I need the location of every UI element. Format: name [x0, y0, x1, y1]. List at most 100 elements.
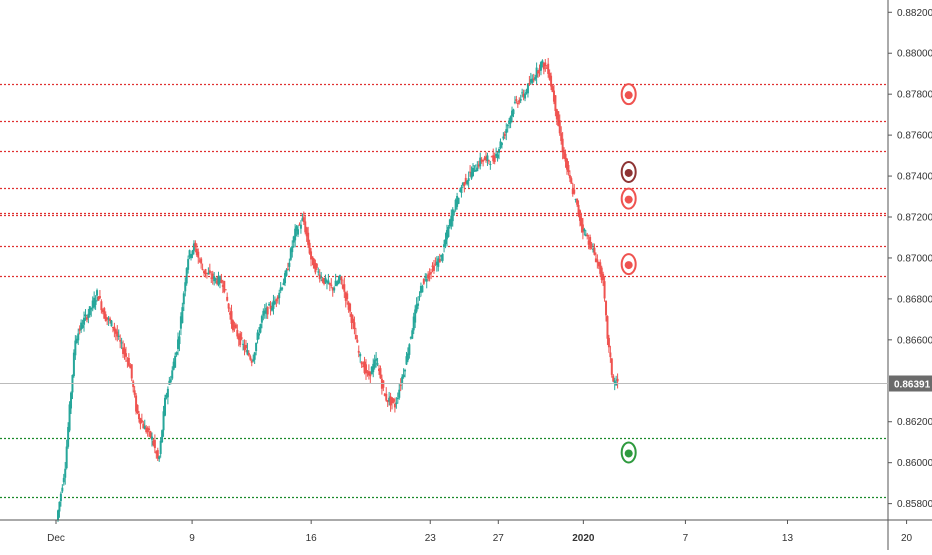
candle-body — [269, 305, 272, 309]
candle-body — [483, 157, 486, 161]
candle-body — [265, 307, 268, 314]
candle-body — [278, 292, 281, 299]
candle-body — [467, 178, 470, 182]
time-axis[interactable]: Dec 9 16 23 27 2020 7 13 20 — [47, 520, 913, 544]
candle-body — [129, 365, 132, 369]
candle-body — [399, 384, 402, 386]
candle-body — [220, 279, 223, 283]
candle-body — [584, 234, 587, 237]
candle-body — [333, 287, 336, 291]
candle-body — [149, 431, 152, 438]
candle-body — [443, 244, 446, 247]
candle-body — [217, 276, 220, 285]
candle-body — [539, 62, 542, 71]
candle-body — [386, 400, 389, 403]
candle-body — [359, 353, 362, 357]
candle-body — [80, 322, 83, 330]
candle-body — [469, 171, 472, 173]
candle-body — [428, 273, 431, 275]
candle-body — [610, 358, 613, 375]
current-price-label: 0.86391 — [894, 380, 931, 391]
candle-body — [98, 296, 101, 299]
candle-body — [561, 138, 564, 153]
candle-body — [506, 125, 509, 127]
candle-body — [244, 344, 247, 349]
current-price-badge — [889, 375, 932, 392]
candle-body — [463, 182, 466, 187]
candle-body — [100, 301, 103, 311]
candle-body — [529, 79, 532, 83]
candle-body — [88, 306, 91, 316]
candle-body — [218, 277, 221, 283]
candle-body — [328, 282, 331, 285]
signal-marker-dot — [624, 261, 633, 270]
candle-body — [72, 352, 75, 377]
candle-body — [133, 390, 136, 395]
candle-body — [197, 251, 200, 258]
candle-body — [360, 362, 363, 365]
candle-body — [203, 270, 206, 274]
price-tick-label: 0.88200 — [897, 8, 932, 19]
price-axis[interactable]: 0.88200 0.88000 0.87800 0.87600 0.87400 0.872… — [888, 8, 932, 510]
candle-body — [336, 282, 339, 286]
candle-body — [548, 72, 551, 80]
price-tick-label: 0.87000 — [897, 253, 932, 264]
price-tick-label: 0.87800 — [897, 90, 932, 101]
candle-body — [343, 284, 346, 292]
candle-body — [362, 366, 365, 368]
time-tick-label: 2020 — [572, 533, 595, 544]
candle-body — [392, 399, 395, 402]
candle-body — [250, 360, 253, 363]
candle-body — [421, 285, 424, 293]
candle-body — [107, 318, 110, 320]
candle-body — [123, 348, 126, 355]
candle-body — [473, 165, 476, 167]
candle-body — [171, 370, 174, 379]
candle-body — [75, 338, 78, 343]
candle-body — [320, 276, 323, 278]
candle-body — [437, 258, 440, 267]
candle-body — [83, 317, 86, 325]
candle-body — [341, 284, 344, 289]
candle-body — [304, 221, 307, 233]
time-tick-label: 13 — [782, 533, 794, 544]
price-tick-label: 0.86800 — [897, 294, 932, 305]
candle-body — [179, 316, 182, 329]
candle-body — [363, 361, 366, 373]
candle-body — [427, 274, 430, 279]
candle-body — [109, 318, 112, 322]
candle-body — [404, 369, 407, 372]
candle-body — [78, 328, 81, 331]
candle-body — [535, 67, 538, 78]
candle-body — [216, 280, 219, 284]
candle-body — [444, 239, 447, 245]
candle-body — [532, 78, 535, 81]
price-tick-label: 0.87200 — [897, 213, 932, 224]
candle-body — [291, 246, 294, 253]
candle-body — [317, 271, 320, 273]
candle-body — [492, 155, 495, 162]
signal-marker-dot — [624, 91, 633, 100]
candle-body — [136, 404, 139, 414]
candle-body — [405, 356, 408, 365]
candle-body — [445, 230, 448, 240]
candle-body — [231, 320, 234, 331]
candle-body — [485, 156, 488, 158]
candle-body — [255, 342, 258, 352]
candle-body — [310, 251, 313, 260]
candle-body — [295, 226, 298, 232]
candle-body — [480, 159, 483, 162]
candle-body — [327, 280, 330, 284]
candle-body — [164, 397, 167, 416]
candle-body — [369, 371, 372, 377]
candle-body — [471, 167, 474, 177]
candle-body — [583, 229, 586, 232]
candle-body — [223, 280, 226, 292]
candle-body — [221, 285, 224, 287]
candle-body — [120, 342, 123, 344]
candle-body — [288, 262, 291, 267]
candle-body — [505, 129, 508, 134]
candle-body — [571, 188, 574, 195]
